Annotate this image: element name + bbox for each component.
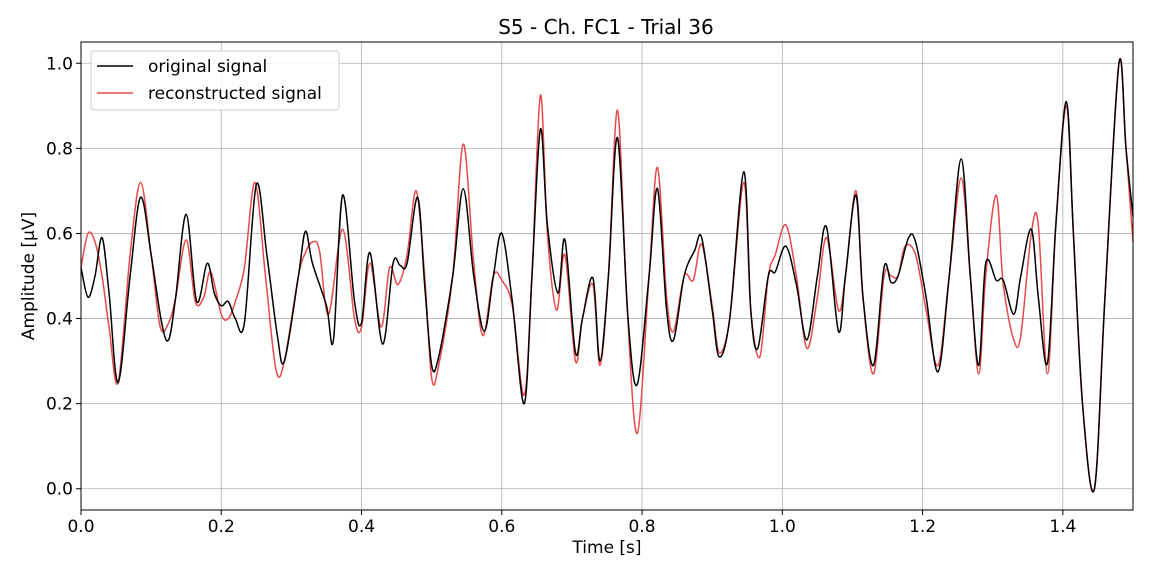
series-line-reconstructed <box>80 58 1134 493</box>
x-tick-label: 0.8 <box>629 517 656 537</box>
y-tick-label: 0.8 <box>46 139 73 159</box>
x-axis-label: Time [s] <box>571 538 641 558</box>
y-tick-label: 1.0 <box>46 54 73 74</box>
plot-frame <box>80 41 1134 511</box>
x-axis-ticks: 0.0 0.2 0.4 0.6 0.8 1.0 1.2 1.4 <box>67 510 1076 537</box>
y-axis-ticks: 0.0 0.2 0.4 0.6 0.8 1.0 <box>46 54 81 500</box>
x-tick-label: 0.2 <box>208 517 235 537</box>
legend-label-reconstructed: reconstructed signal <box>148 84 322 104</box>
legend-label-original: original signal <box>148 57 267 77</box>
x-tick-label: 1.4 <box>1049 517 1076 537</box>
x-tick-label: 0.6 <box>488 517 515 537</box>
x-tick-label: 0.4 <box>348 517 375 537</box>
y-tick-label: 0.2 <box>46 395 73 415</box>
x-tick-label: 1.2 <box>909 517 936 537</box>
plot-lines <box>80 58 1134 493</box>
legend: original signal reconstructed signal <box>90 50 340 111</box>
legend-box <box>90 50 340 111</box>
chart-title: S5 - Ch. FC1 - Trial 36 <box>498 15 714 39</box>
y-tick-label: 0.6 <box>46 224 73 244</box>
series-line-original <box>80 58 1134 493</box>
y-axis-label: Amplitude [μV] <box>19 212 39 340</box>
y-tick-label: 0.4 <box>46 310 73 330</box>
x-tick-label: 1.0 <box>769 517 796 537</box>
x-tick-label: 0.0 <box>67 517 94 537</box>
y-tick-label: 0.0 <box>46 480 73 500</box>
